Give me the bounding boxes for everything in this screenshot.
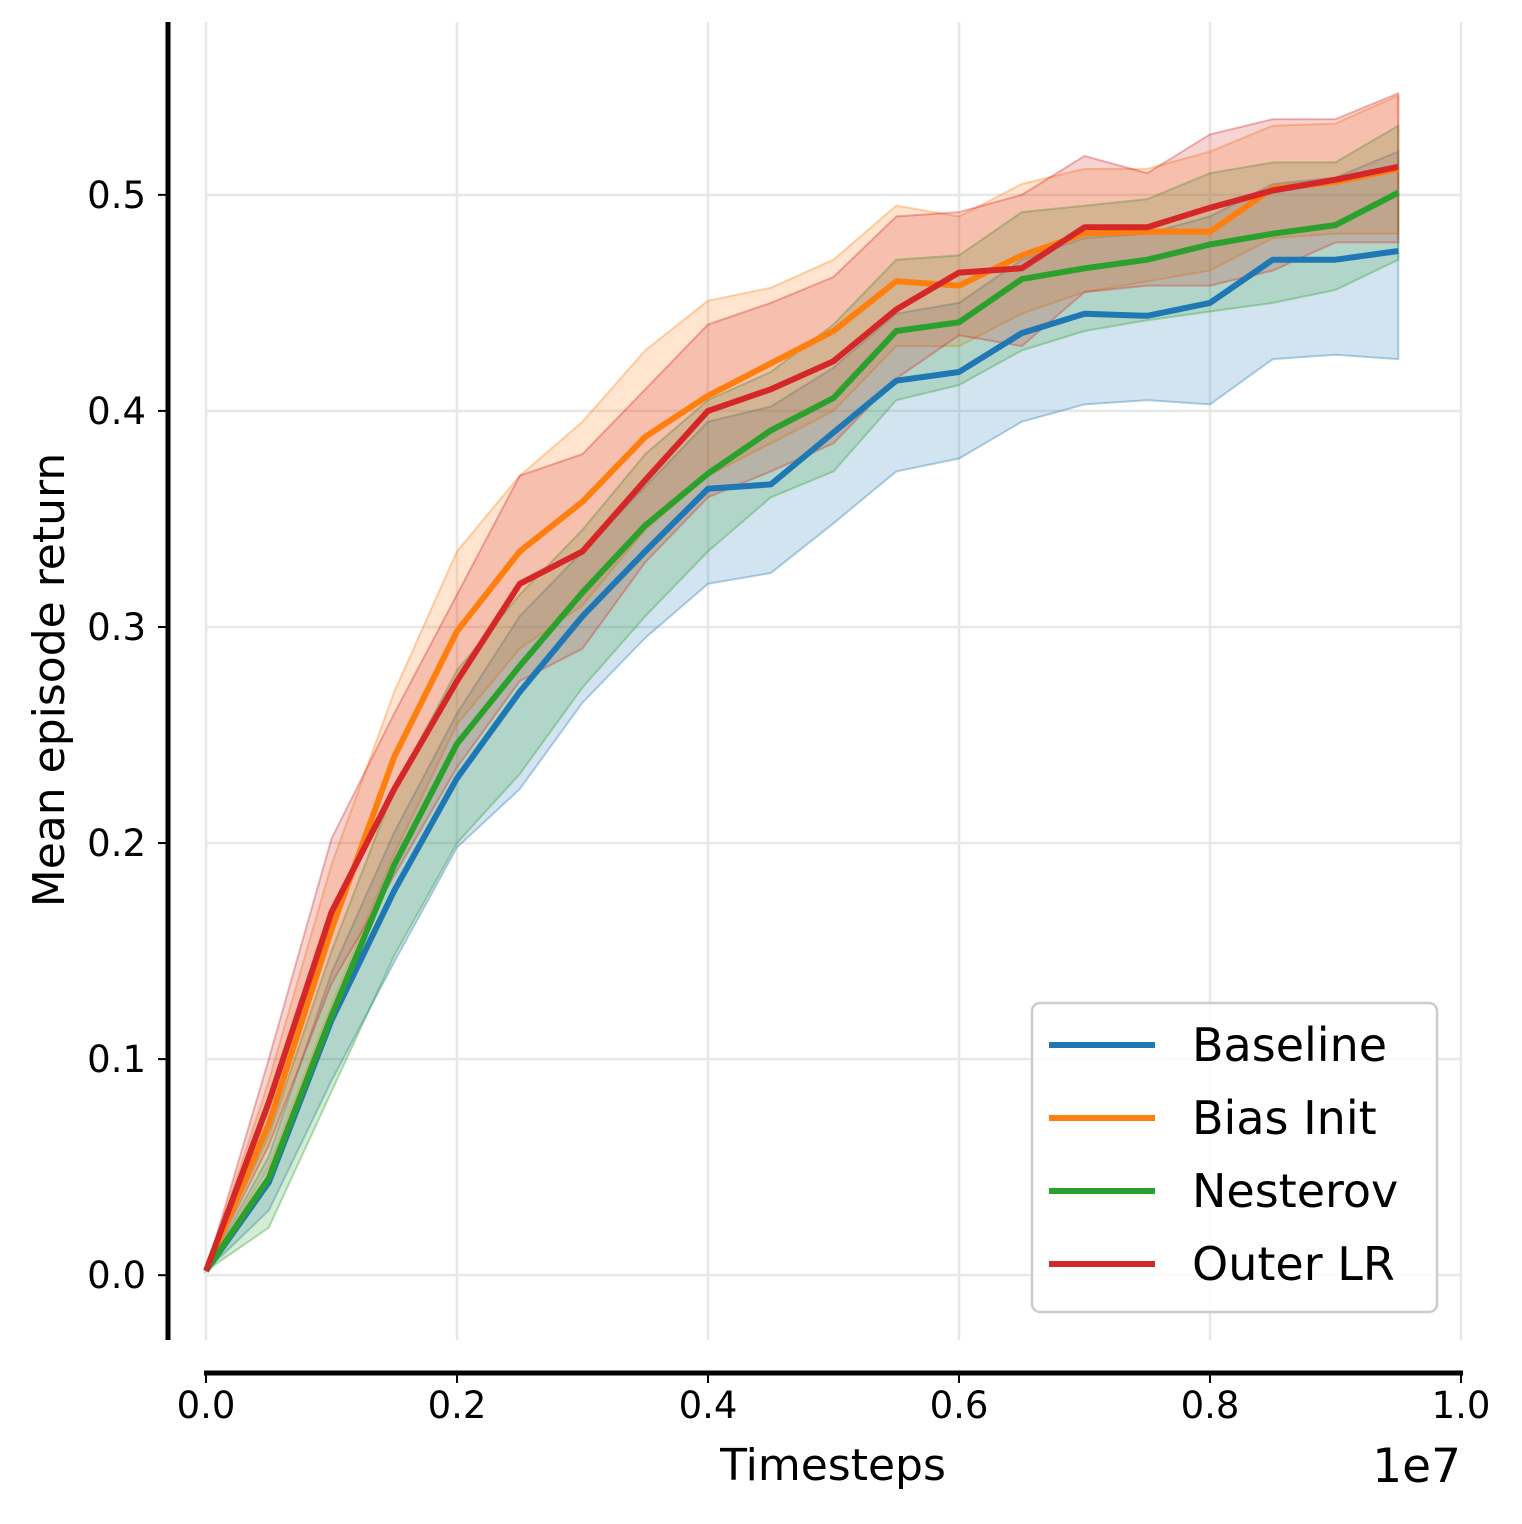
x-tick-label: 0.6 (930, 1384, 989, 1427)
line-baseline (203, 248, 1399, 1273)
x-tick-label: 1.0 (1432, 1384, 1491, 1427)
line-bias-init (203, 165, 1399, 1273)
band-bias-init (205, 93, 1400, 1272)
legend-label: Nesterov (1192, 1164, 1398, 1218)
x-tick-label: 0.8 (1181, 1384, 1240, 1427)
x-tick-label: 0.2 (428, 1384, 487, 1427)
line-outer-lr (203, 163, 1399, 1272)
line-nesterov (203, 190, 1400, 1273)
y-tick-label: 0.2 (87, 822, 146, 865)
x-tick-label: 0.4 (679, 1384, 738, 1427)
legend-box (1030, 1001, 1439, 1314)
legend-items: Baseline Bias Init Nesterov Outer LR (1049, 1018, 1398, 1291)
y-tick-label: 0.3 (87, 606, 146, 649)
legend-label: Bias Init (1192, 1091, 1377, 1145)
x-axis-multiplier: 1e7 (1372, 1439, 1461, 1494)
y-axis-title: Mean episode return (24, 453, 75, 907)
legend-label: Outer LR (1192, 1237, 1395, 1291)
x-tick-label: 0.0 (177, 1384, 236, 1427)
y-tick-label: 0.5 (87, 174, 146, 217)
legend-label: Baseline (1192, 1018, 1387, 1072)
y-tick-label: 0.4 (87, 390, 146, 433)
x-axis-ticks: 0.0 0.2 0.4 0.6 0.8 1.0 (177, 1373, 1491, 1427)
y-tick-label: 0.1 (87, 1038, 146, 1081)
legend: Baseline Bias Init Nesterov Outer LR (1030, 1001, 1439, 1314)
y-tick-label: 0.0 (87, 1254, 146, 1297)
grid-lines (204, 22, 1463, 1340)
y-axis-ticks: 0.0 0.1 0.2 0.3 0.4 0.5 (87, 174, 168, 1297)
x-axis-title: Timesteps (719, 1440, 946, 1491)
series-lines (203, 163, 1400, 1273)
